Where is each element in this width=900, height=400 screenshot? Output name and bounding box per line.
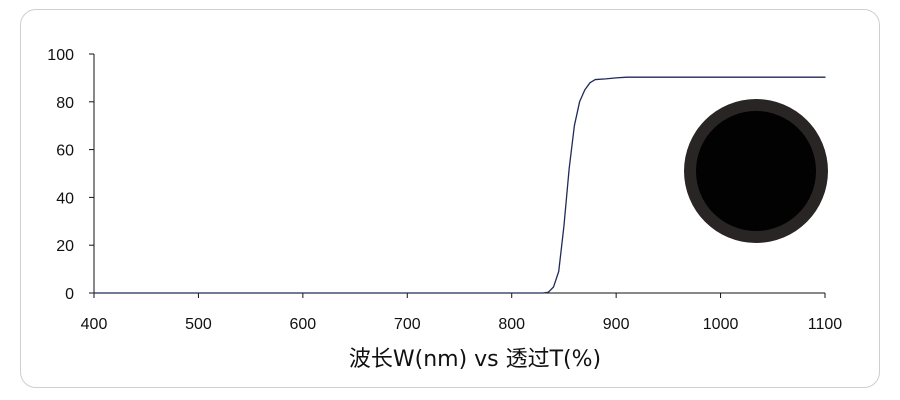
filter-disc-icon [684, 99, 828, 243]
x-tick-label: 700 [394, 316, 421, 333]
x-tick-label: 600 [290, 316, 317, 333]
x-axis-title: 波长W(nm) vs 透过T(%) [349, 347, 601, 372]
x-tick-label: 800 [498, 316, 525, 333]
y-tick-label: 40 [56, 190, 74, 207]
filter-disc-inner [696, 111, 816, 231]
y-tick-label: 20 [56, 238, 74, 255]
y-axis-ticks: 0 20 40 60 80 100 [47, 47, 94, 303]
x-axis-ticks: 400 500 600 700 800 900 1000 1100 [81, 293, 843, 333]
x-tick-label: 900 [603, 316, 630, 333]
x-tick-label: 400 [81, 316, 108, 333]
series-line-1 [93, 76, 826, 294]
x-tick-label: 1000 [703, 316, 739, 333]
x-tick-label: 500 [185, 316, 212, 333]
y-tick-label: 60 [56, 143, 74, 160]
y-tick-label: 100 [47, 47, 74, 64]
y-tick-label: 0 [65, 286, 74, 303]
y-tick-label: 80 [56, 95, 74, 112]
x-tick-label: 1100 [808, 316, 843, 333]
series-group [93, 76, 826, 294]
